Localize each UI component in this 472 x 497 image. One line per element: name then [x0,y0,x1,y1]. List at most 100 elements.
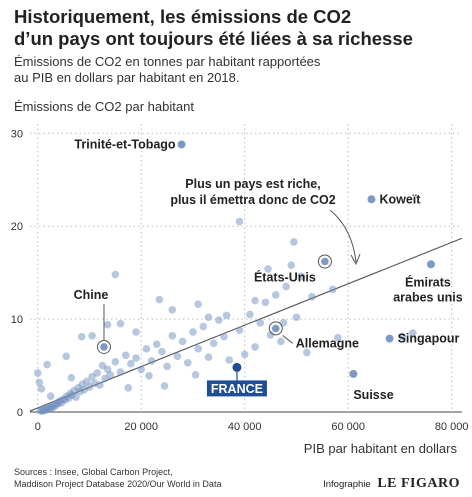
data-point [121,351,130,360]
point-trinite-et-tobago [177,140,186,149]
data-point [189,328,197,336]
data-point [292,313,301,322]
data-point [282,282,290,291]
label-etats-unis: États-Unis [254,269,316,284]
data-point [168,332,177,340]
callout-arrowhead [350,253,361,266]
data-point [194,345,202,353]
data-point [103,320,112,329]
data-point [328,285,337,294]
data-point [145,371,153,380]
label-leader [282,335,294,344]
label-allemagne: Allemagne [296,336,359,350]
sources-line-2: Maddison Project Database 2020/Our World… [14,479,222,489]
label-suisse: Suisse [353,388,393,402]
data-point [132,328,140,336]
data-point [271,291,280,299]
data-point [251,296,259,305]
chart-title: Historiquement, les émissions de CO2 d’u… [14,6,464,50]
point-emirats-arabes-unis [426,260,435,269]
data-point [264,265,272,273]
data-point [152,340,161,348]
data-point [168,306,177,314]
grid-layer [30,124,462,412]
data-point [199,322,208,331]
data-point [398,332,407,341]
point-ring [96,339,111,354]
chart-subtitle-line-1: Émissions de CO2 en tonnes par habitant … [14,54,321,69]
x-tick-label: 60 000 [331,421,365,433]
data-point [220,332,228,341]
label-chine: Chine [74,288,109,302]
chart-title-line-2: d’un pays ont toujours été liées à sa ri… [14,28,413,49]
label-line: Émirats [405,274,451,289]
label-line: arabes unis [393,290,463,304]
data-point [297,272,306,281]
sources-line-1: Sources : Insee, Global Carbon Project, [14,467,173,477]
data-point [116,319,125,328]
data-point [251,343,259,351]
data-point [158,347,166,356]
data-point [43,360,51,369]
data-point [266,331,275,339]
data-point [132,354,140,362]
point-etats-unis [321,257,329,266]
data-point [163,362,171,371]
data-point [111,358,120,366]
y-tick-label: 20 [11,221,23,233]
point-ring [317,254,332,269]
axis-layer: 0 10 20 30 0 20 000 40 000 60 000 80 000 [11,128,469,433]
chart-subtitle-line-2: au PIB en dollars par habitant en 2018. [14,70,240,85]
data-point [240,350,249,359]
chart-title-line-1: Historiquement, les émissions de CO2 [14,6,352,27]
data-point [77,332,86,341]
credit-label: Infographie [323,479,371,490]
data-point [155,295,164,304]
data-point [409,329,417,337]
y-tick-label: 30 [11,128,23,140]
callout-arrow [329,209,357,263]
data-point [127,359,135,368]
data-point [256,319,265,327]
data-point [35,378,44,387]
data-point [62,352,71,361]
x-axis-label: PIB par habitant en dollars [303,441,457,456]
data-point [204,353,213,361]
data-point [261,298,270,307]
data-point [225,356,233,364]
data-point [302,348,311,357]
point-koweit [367,195,376,204]
data-point [147,357,156,365]
data-point [37,384,46,393]
point-chine [100,343,108,351]
data-point [116,368,125,376]
callout-line: plus il émettra donc de CO2 [170,193,335,207]
chart-subtitle: Émissions de CO2 en tonnes par habitant … [14,54,464,86]
x-tick-label: 40 000 [228,421,262,433]
label-trinite-et-tobago: Trinité-et-Tobago [74,137,176,151]
data-point [142,345,151,353]
data-point [277,337,285,346]
data-point [111,270,120,279]
x-tick-label: 20 000 [124,421,158,433]
point-allemagne [271,324,280,333]
data-point [191,371,200,379]
data-point [287,261,296,270]
data-point [235,217,244,226]
data-point [67,373,76,382]
credit: Infographie LE FIGARO [323,476,460,492]
point-singapour [385,334,394,343]
annotation-layer: Plus un pays est riche, plus il émettra d… [170,177,361,266]
data-point [96,381,104,389]
data-point [88,332,96,340]
data-point [334,333,342,342]
point-suisse [349,369,358,378]
callout-line: Plus un pays est riche, [185,177,320,191]
label-singapour: Singapour [398,332,460,346]
data-point [72,393,80,401]
data-point [279,319,288,327]
data-point [194,300,202,309]
y-axis-label: Émissions de CO2 par habitant [14,99,194,114]
data-point [235,326,244,335]
